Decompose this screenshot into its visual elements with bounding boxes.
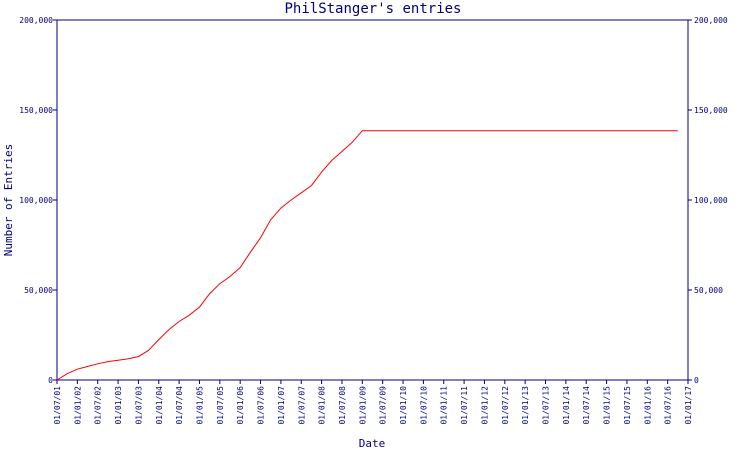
x-tick-label: 01/07/12 <box>501 386 510 425</box>
x-tick-label: 01/01/03 <box>114 386 123 425</box>
x-tick-label: 01/07/07 <box>297 386 306 425</box>
y-tick-label-left: 50,000 <box>24 286 53 295</box>
x-tick-label: 01/01/04 <box>155 386 164 425</box>
x-tick-label: 01/01/17 <box>684 386 693 425</box>
y-axis-left: 0 50,000 100,000 150,000 200,000 <box>19 16 57 385</box>
series-line <box>56 130 678 381</box>
x-tick-label: 01/01/10 <box>399 386 408 425</box>
x-tick-label: 01/07/09 <box>379 386 388 425</box>
x-tick-label: 01/07/13 <box>542 386 551 425</box>
x-tick-label: 01/01/06 <box>236 386 245 425</box>
y-tick-label-right: 200,000 <box>694 16 728 25</box>
x-axis: 01/07/01 01/01/02 01/07/02 01/01/03 01/07/03… <box>53 380 693 425</box>
x-tick-label: 01/07/03 <box>134 386 143 425</box>
x-tick-label: 01/01/12 <box>480 386 489 425</box>
x-tick-label: 01/01/11 <box>440 386 449 425</box>
x-axis-label: Date <box>359 437 386 450</box>
y-tick-label-right: 0 <box>694 376 699 385</box>
x-tick-label: 01/07/10 <box>419 386 428 425</box>
y-tick-label-left: 200,000 <box>19 16 53 25</box>
x-tick-label: 01/07/01 <box>53 386 62 425</box>
series-layer <box>56 130 678 381</box>
x-tick-label: 01/01/07 <box>277 386 286 425</box>
x-tick-label: 01/01/05 <box>195 386 204 425</box>
x-tick-label: 01/07/11 <box>460 386 469 425</box>
x-tick-label: 01/01/02 <box>73 386 82 425</box>
y-tick-label-right: 150,000 <box>694 106 728 115</box>
x-tick-label: 01/07/15 <box>623 386 632 425</box>
x-tick-label: 01/01/16 <box>643 386 652 425</box>
y-tick-label-left: 0 <box>48 376 53 385</box>
x-tick-label: 01/07/02 <box>94 386 103 425</box>
y-tick-label-right: 50,000 <box>694 286 723 295</box>
chart-title: PhilStanger's entries <box>284 1 461 17</box>
x-tick-label: 01/01/08 <box>318 386 327 425</box>
y-tick-label-right: 100,000 <box>694 196 728 205</box>
x-tick-label: 01/01/15 <box>603 386 612 425</box>
x-tick-label: 01/07/05 <box>216 386 225 425</box>
y-axis-label: Number of Entries <box>2 144 15 257</box>
x-tick-label: 01/07/16 <box>664 386 673 425</box>
x-tick-label: 01/07/06 <box>257 386 266 425</box>
x-tick-label: 01/01/13 <box>521 386 530 425</box>
y-axis-right: 0 50,000 100,000 150,000 200,000 <box>688 16 728 385</box>
x-tick-label: 01/01/14 <box>562 386 571 425</box>
x-tick-label: 01/07/14 <box>582 386 591 425</box>
y-tick-label-left: 100,000 <box>19 196 53 205</box>
x-tick-label: 01/01/09 <box>358 386 367 425</box>
y-tick-label-left: 150,000 <box>19 106 53 115</box>
x-tick-label: 01/07/04 <box>175 386 184 425</box>
x-tick-label: 01/07/08 <box>338 386 347 425</box>
plot-frame <box>56 19 689 381</box>
